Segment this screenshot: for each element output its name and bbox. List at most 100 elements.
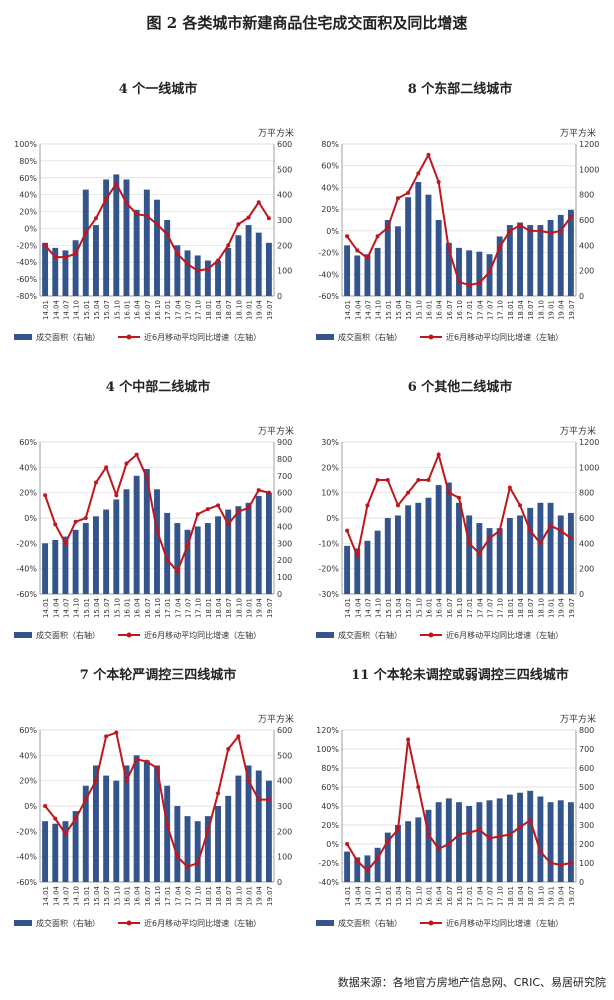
chart-panel-east-tier2: 8 个东部二线城市 -60% -40% -20% 0% 20% 40% 60% 80% 0 200…: [310, 78, 610, 368]
bar: [506, 225, 513, 296]
right-tick-label: 300: [277, 216, 292, 225]
bar: [143, 469, 150, 594]
line-point: [487, 270, 492, 275]
line-point: [446, 490, 451, 495]
bar: [445, 798, 452, 882]
x-tick-label: 14.10: [375, 598, 383, 618]
bar: [72, 529, 79, 594]
x-tick-label: 14.04: [354, 597, 362, 618]
line-point: [416, 171, 421, 176]
bar: [344, 545, 351, 594]
x-tick-label: 18.01: [205, 598, 213, 618]
chart-svg: -60% -40% -20% 0% 20% 40% 60% 0 100 200 300 400 500 6…: [14, 713, 294, 928]
x-tick-label: 14.10: [375, 300, 383, 320]
left-tick-label: -60%: [16, 275, 37, 284]
line-point: [395, 196, 400, 201]
bar: [255, 496, 262, 594]
bar: [204, 816, 211, 882]
x-tick-label: 19.07: [568, 886, 576, 906]
legend-line-label: 近6月移动平均同比增速（左轴）: [144, 332, 261, 342]
bar: [52, 247, 59, 296]
x-tick-label: 18.07: [527, 598, 535, 618]
x-tick-label: 18.10: [537, 300, 545, 320]
x-tick-label: 16.01: [425, 886, 433, 906]
line-point: [83, 516, 88, 520]
x-tick-label: 17.04: [476, 299, 484, 320]
line-point: [385, 225, 390, 230]
x-tick-label: 15.01: [83, 598, 91, 618]
x-tick-label: 14.04: [52, 299, 60, 320]
bar: [103, 179, 110, 296]
line-point: [467, 830, 472, 835]
legend-bar-swatch: [14, 920, 32, 926]
bar: [154, 489, 160, 594]
x-tick-label: 16.10: [456, 598, 464, 618]
bar: [425, 497, 432, 594]
line-point: [175, 854, 180, 859]
line-point: [83, 230, 88, 235]
x-tick-label: 19.01: [246, 886, 254, 906]
legend-line-label: 近6月移动平均同比增速（左轴）: [446, 630, 563, 640]
chart-svg: -40% -20% 0% 20% 40% 60% 80% 100% 120% 0 100 200 300…: [316, 713, 596, 928]
bar: [184, 250, 191, 296]
chart-panel-tier1: 4 个一线城市 -80% -60% -40% -20% 0% 20% 40% 60% 80% 10…: [8, 78, 308, 368]
chart-svg: -60% -40% -20% 0% 20% 40% 60% 80% 0 200 400 600 800 1…: [316, 127, 599, 342]
line-point: [246, 215, 251, 220]
x-tick-label: 17.04: [174, 885, 182, 906]
line-point: [345, 842, 350, 846]
bar: [133, 209, 140, 296]
line-point: [104, 734, 109, 739]
x-tick-label: 14.07: [364, 598, 372, 618]
left-tick-label: 80%: [321, 764, 339, 773]
bar: [486, 800, 493, 882]
line-point: [216, 258, 221, 263]
line-point: [365, 868, 370, 873]
line-point: [114, 730, 119, 735]
bar: [476, 802, 483, 882]
x-tick-label: 14.04: [52, 885, 60, 906]
bar: [527, 507, 534, 594]
legend-line-label: 近6月移动平均同比增速（左轴）: [446, 918, 563, 928]
legend-bar-label: 成交面积（右轴）: [36, 332, 100, 342]
left-tick-label: 100%: [14, 140, 37, 149]
line-point: [345, 234, 350, 239]
legend-bar-swatch: [316, 334, 334, 340]
line-point: [345, 528, 350, 533]
x-tick-label: 18.04: [215, 597, 223, 618]
line-point: [134, 452, 139, 457]
left-tick-label: -20%: [318, 859, 339, 868]
line-point: [155, 528, 159, 533]
line-point: [236, 222, 241, 227]
bar: [517, 222, 523, 296]
line-point: [53, 255, 58, 260]
right-axis-unit: 万平方米: [258, 713, 294, 725]
legend-line-marker: [126, 334, 132, 340]
line-point: [406, 190, 411, 195]
bar: [557, 214, 564, 296]
left-tick-label: 0%: [326, 514, 339, 523]
line-point: [477, 280, 482, 285]
bar: [567, 512, 574, 594]
left-tick-label: 0%: [326, 227, 339, 236]
bar: [72, 811, 79, 882]
left-tick-label: -40%: [318, 270, 339, 279]
bar: [265, 242, 272, 296]
x-tick-label: 17.01: [164, 886, 172, 906]
bar: [456, 502, 462, 594]
chart-title: 8 个东部二线城市: [407, 82, 513, 97]
x-tick-label: 17.10: [195, 300, 203, 320]
line-point: [548, 231, 553, 236]
x-tick-label: 18.07: [527, 886, 535, 906]
right-tick-label: 400: [579, 241, 594, 250]
chart-panel-weak-tier34: 11 个本轮未调控或弱调控三四线城市 -40% -20% 0% 20% 40% 60% 80…: [310, 664, 610, 954]
left-tick-label: -80%: [16, 292, 37, 301]
bar: [215, 260, 221, 296]
x-tick-label: 17.04: [174, 597, 182, 618]
bar: [82, 523, 89, 594]
chart-svg: -60% -40% -20% 0% 20% 40% 60% 0 100 200 300 400 500 6…: [14, 425, 294, 640]
x-tick-label: 14.01: [42, 598, 50, 618]
bar: [93, 225, 99, 296]
x-tick-label: 16.01: [123, 886, 131, 906]
bar: [204, 260, 211, 296]
line-point: [446, 247, 451, 252]
